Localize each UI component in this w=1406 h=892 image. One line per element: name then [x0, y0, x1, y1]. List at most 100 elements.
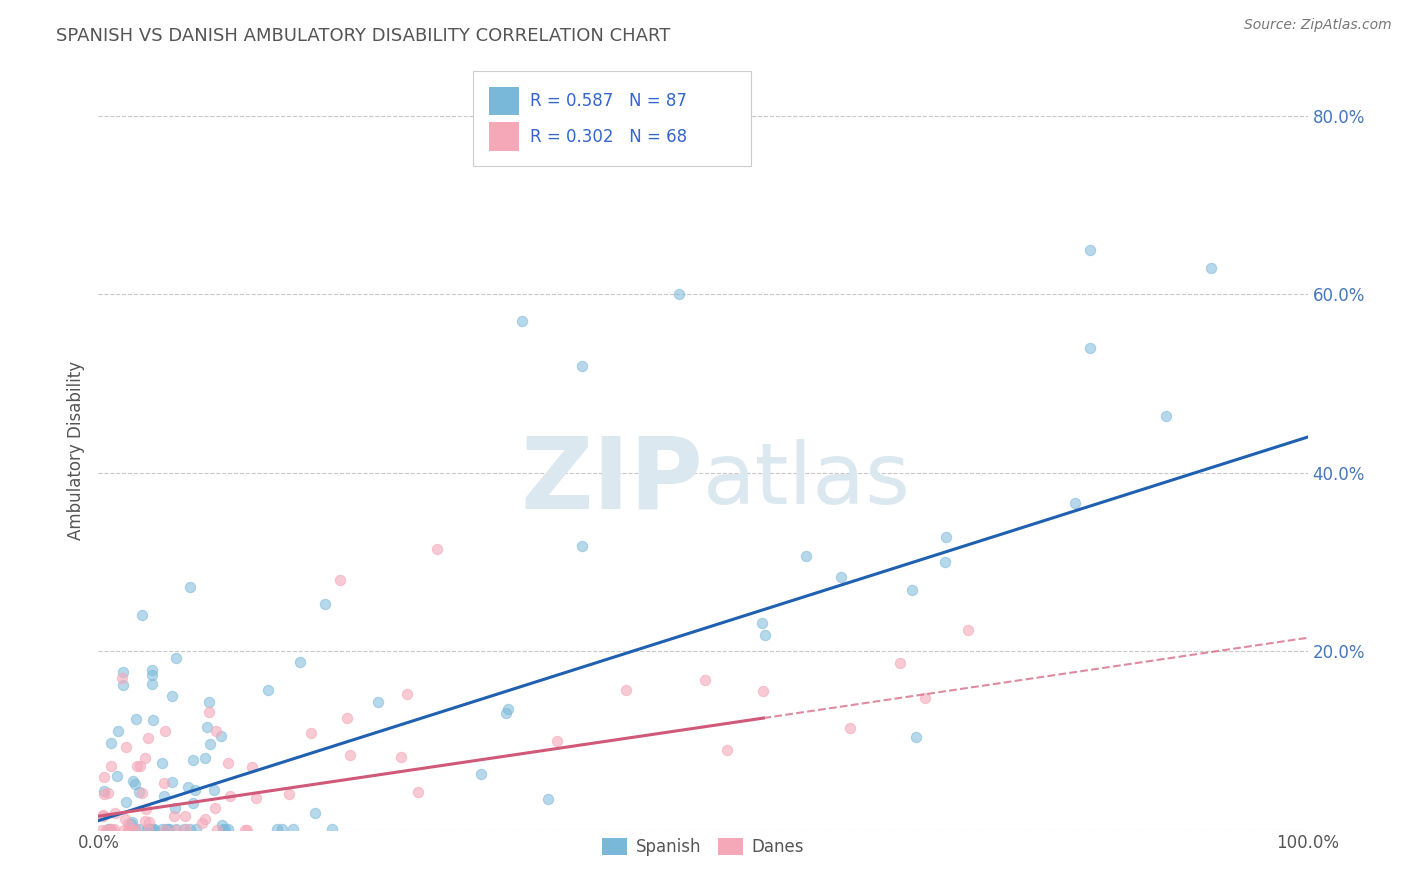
- Point: [131, 608, 153, 623]
- Point: [214, 822, 236, 836]
- Text: SPANISH VS DANISH AMBULATORY DISABILITY CORRELATION CHART: SPANISH VS DANISH AMBULATORY DISABILITY …: [56, 27, 671, 45]
- Point: [136, 822, 159, 837]
- Point: [156, 822, 179, 836]
- Point: [128, 785, 150, 799]
- Point: [194, 751, 217, 765]
- Point: [321, 822, 343, 836]
- Point: [117, 817, 139, 831]
- Point: [839, 721, 862, 735]
- Point: [336, 711, 359, 725]
- Point: [135, 802, 157, 816]
- Point: [205, 724, 228, 739]
- Point: [143, 822, 166, 836]
- Point: [256, 682, 278, 697]
- Point: [150, 822, 173, 836]
- Point: [956, 624, 979, 638]
- Point: [125, 759, 148, 773]
- Point: [128, 758, 150, 772]
- Point: [754, 628, 776, 642]
- Point: [118, 822, 141, 837]
- Point: [245, 790, 267, 805]
- Point: [134, 814, 156, 828]
- Point: [122, 774, 145, 789]
- Point: [107, 723, 129, 738]
- Point: [498, 701, 520, 715]
- Point: [198, 737, 221, 751]
- Text: ZIP: ZIP: [520, 433, 703, 529]
- Point: [174, 809, 197, 823]
- Point: [191, 816, 214, 830]
- Bar: [489, 122, 519, 151]
- Point: [794, 549, 817, 563]
- Point: [105, 769, 128, 783]
- Point: [1078, 341, 1101, 355]
- Point: [138, 815, 160, 830]
- Point: [299, 725, 322, 739]
- Point: [153, 723, 176, 738]
- Point: [181, 796, 204, 810]
- Bar: [489, 87, 519, 115]
- Point: [121, 814, 143, 829]
- Point: [668, 287, 690, 301]
- Point: [90, 822, 112, 837]
- Point: [537, 792, 560, 806]
- Point: [177, 780, 200, 794]
- Point: [1078, 243, 1101, 257]
- Point: [117, 822, 139, 837]
- Point: [157, 822, 180, 836]
- Point: [184, 822, 207, 836]
- Point: [103, 822, 125, 836]
- Point: [141, 663, 163, 677]
- Point: [160, 689, 183, 703]
- Point: [93, 807, 115, 822]
- Point: [121, 822, 143, 837]
- Point: [150, 756, 173, 770]
- Point: [173, 822, 195, 836]
- Point: [288, 655, 311, 669]
- Legend: Spanish, Danes: Spanish, Danes: [596, 831, 810, 863]
- Point: [98, 822, 121, 836]
- Point: [115, 796, 138, 810]
- Point: [217, 756, 239, 770]
- Point: [93, 770, 115, 784]
- Point: [162, 809, 184, 823]
- Point: [904, 731, 927, 745]
- Point: [111, 671, 134, 685]
- Point: [184, 782, 207, 797]
- Point: [1199, 260, 1222, 275]
- Point: [93, 788, 115, 802]
- Text: atlas: atlas: [703, 439, 911, 523]
- Point: [124, 822, 146, 836]
- Point: [153, 789, 176, 803]
- Point: [546, 734, 568, 748]
- Point: [112, 665, 135, 679]
- Point: [181, 753, 204, 767]
- Point: [125, 713, 148, 727]
- Point: [329, 573, 352, 587]
- Point: [510, 314, 533, 328]
- Point: [155, 822, 177, 836]
- Point: [142, 822, 165, 836]
- Point: [751, 615, 773, 630]
- Point: [100, 759, 122, 773]
- Point: [339, 747, 361, 762]
- Point: [233, 822, 256, 837]
- Point: [141, 668, 163, 682]
- Point: [211, 818, 233, 832]
- Point: [131, 786, 153, 800]
- Point: [830, 569, 852, 583]
- Point: [142, 714, 165, 728]
- Point: [120, 817, 142, 831]
- Text: R = 0.302   N = 68: R = 0.302 N = 68: [530, 128, 688, 145]
- Point: [124, 822, 146, 836]
- Point: [209, 729, 232, 743]
- Point: [1154, 409, 1177, 423]
- Point: [112, 822, 135, 837]
- Point: [128, 822, 150, 836]
- Point: [204, 801, 226, 815]
- Point: [914, 691, 936, 706]
- Point: [198, 705, 221, 719]
- Point: [135, 822, 157, 836]
- Point: [205, 822, 228, 837]
- Point: [236, 822, 259, 837]
